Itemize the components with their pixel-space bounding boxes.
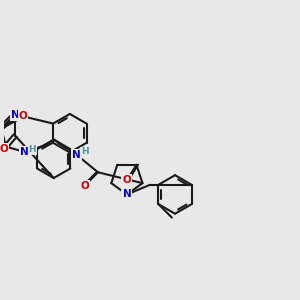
Text: O: O xyxy=(122,175,131,185)
Text: O: O xyxy=(80,181,89,191)
Text: N: N xyxy=(122,189,131,200)
Text: H: H xyxy=(81,148,88,157)
Text: N: N xyxy=(11,110,20,119)
Text: H: H xyxy=(28,146,36,154)
Text: O: O xyxy=(19,111,27,121)
Text: N: N xyxy=(72,150,81,160)
Text: N: N xyxy=(20,147,29,157)
Text: O: O xyxy=(0,144,8,154)
